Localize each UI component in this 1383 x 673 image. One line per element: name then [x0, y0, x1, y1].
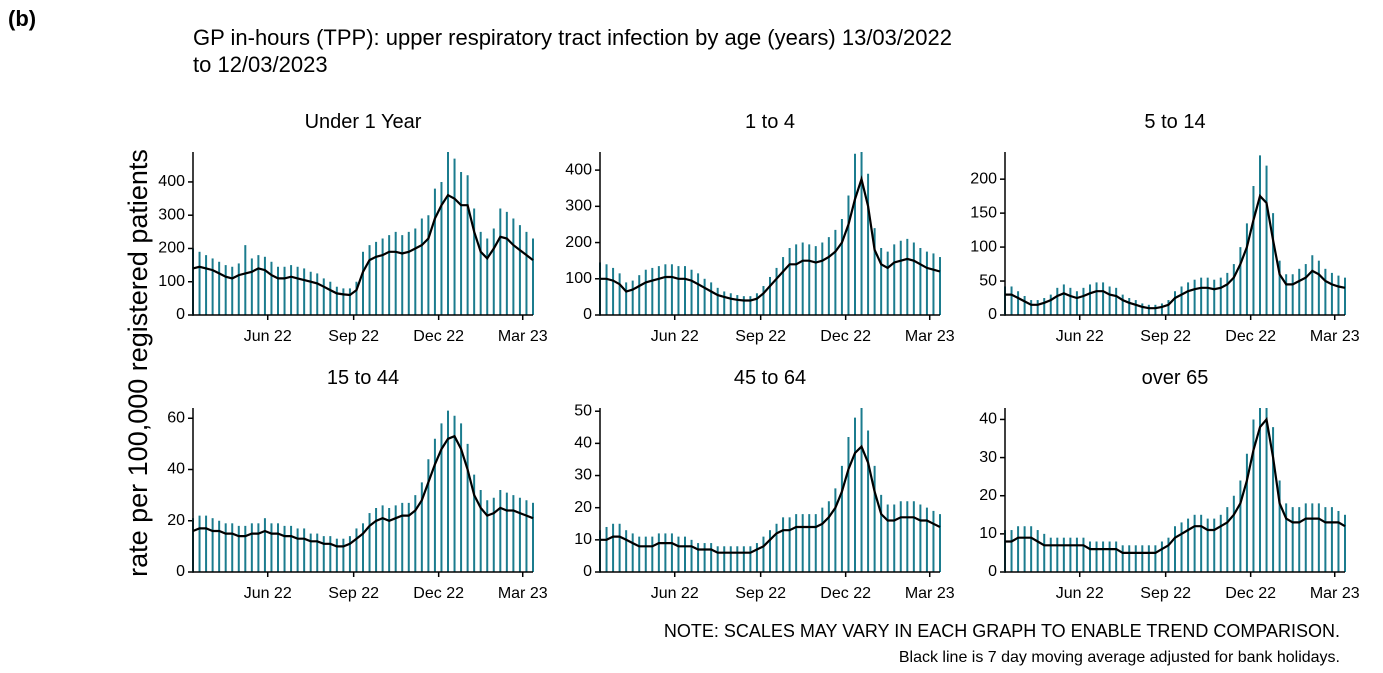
panel-title: 15 to 44: [327, 367, 399, 389]
x-tick-label: Sep 22: [735, 328, 786, 345]
panel-title: 1 to 4: [745, 111, 795, 133]
y-tick-label: 0: [583, 563, 592, 580]
x-tick-label: Jun 22: [651, 328, 699, 345]
y-tick-label: 40: [574, 435, 592, 452]
x-tick-label: Jun 22: [244, 585, 292, 602]
y-tick-label: 20: [167, 512, 185, 529]
x-tick-label: Dec 22: [820, 328, 871, 345]
x-tick-label: Mar 23: [498, 585, 548, 602]
x-tick-label: Jun 22: [1056, 585, 1104, 602]
y-tick-label: 0: [176, 306, 185, 323]
y-tick-label: 400: [158, 173, 185, 190]
panel-title: Under 1 Year: [305, 111, 422, 133]
y-tick-label: 200: [158, 240, 185, 257]
moving-average: [1005, 193, 1346, 310]
panel: 15 to 44 0 20 40 60 Jun 22 Sep 22 Dec 22 Mar 23: [167, 367, 548, 602]
y-tick-label: 300: [158, 206, 185, 223]
panel: over 65 0 10 20 30 40 Jun 22 Sep 22 Dec 22 Mar 23: [979, 367, 1360, 602]
y-tick-label: 150: [970, 204, 997, 221]
x-tick-label: Dec 22: [1225, 585, 1276, 602]
y-tick-label: 0: [583, 306, 592, 323]
x-tick-label: Sep 22: [328, 585, 379, 602]
y-tick-label: 30: [979, 449, 997, 466]
x-tick-label: Sep 22: [1140, 585, 1191, 602]
y-tick-label: 40: [979, 411, 997, 428]
moving-average: [192, 193, 534, 297]
note: Black line is 7 day moving average adjus…: [899, 649, 1340, 666]
y-tick-label: 40: [167, 461, 185, 478]
x-tick-label: Mar 23: [1310, 328, 1360, 345]
x-tick-label: Sep 22: [735, 585, 786, 602]
panel-title: 5 to 14: [1144, 111, 1205, 133]
y-tick-label: 200: [565, 234, 592, 251]
x-tick-label: Sep 22: [328, 328, 379, 345]
x-tick-label: Mar 23: [905, 328, 955, 345]
panel: 1 to 4 0 100 200 300 400 Jun 22 Sep 22 Dec 22 Mar…: [565, 111, 954, 345]
y-tick-label: 20: [574, 499, 592, 516]
panel: Under 1 Year 0 100 200 300 400 Jun 22 Sep 22 Dec…: [158, 111, 547, 345]
x-tick-label: Dec 22: [413, 585, 464, 602]
panel-title: over 65: [1142, 367, 1209, 389]
y-tick-label: 200: [970, 170, 997, 187]
y-tick-label: 100: [158, 273, 185, 290]
y-axis-label: rate per 100,000 registered patients: [123, 149, 153, 577]
moving-average: [192, 434, 534, 548]
y-tick-label: 20: [979, 487, 997, 504]
panel: 5 to 14 0 50 100 150 200 Jun 22 Sep 22 Dec 22 Mar…: [970, 111, 1359, 345]
y-tick-label: 100: [565, 270, 592, 287]
x-tick-label: Dec 22: [820, 585, 871, 602]
y-tick-label: 10: [574, 531, 592, 548]
moving-average: [600, 444, 941, 554]
x-tick-label: Jun 22: [244, 328, 292, 345]
moving-average: [1005, 416, 1346, 554]
x-tick-label: Mar 23: [498, 328, 548, 345]
y-tick-label: 10: [979, 525, 997, 542]
x-tick-label: Sep 22: [1140, 328, 1191, 345]
y-tick-label: 400: [565, 161, 592, 178]
y-tick-label: 50: [574, 402, 592, 419]
panel: 45 to 64 0 10 20 30 40 50 Jun 22 Sep 22 Dec 22 Mar…: [574, 367, 955, 602]
panel-title: 45 to 64: [734, 367, 806, 389]
y-tick-label: 0: [988, 563, 997, 580]
y-tick-label: 60: [167, 409, 185, 426]
y-tick-label: 0: [176, 563, 185, 580]
title: to 12/03/2023: [193, 52, 328, 77]
y-tick-label: 0: [988, 306, 997, 323]
x-tick-label: Jun 22: [1056, 328, 1104, 345]
moving-average: [600, 175, 941, 302]
x-tick-label: Dec 22: [1225, 328, 1276, 345]
x-tick-label: Dec 22: [413, 328, 464, 345]
y-tick-label: 30: [574, 467, 592, 484]
panel-label: (b): [8, 6, 36, 31]
x-tick-label: Mar 23: [905, 585, 955, 602]
x-tick-label: Jun 22: [651, 585, 699, 602]
y-tick-label: 300: [565, 198, 592, 215]
y-tick-label: 50: [979, 272, 997, 289]
x-tick-label: Mar 23: [1310, 585, 1360, 602]
title: GP in-hours (TPP): upper respiratory tra…: [193, 25, 952, 50]
y-tick-label: 100: [970, 238, 997, 255]
note: NOTE: SCALES MAY VARY IN EACH GRAPH TO E…: [664, 621, 1340, 641]
